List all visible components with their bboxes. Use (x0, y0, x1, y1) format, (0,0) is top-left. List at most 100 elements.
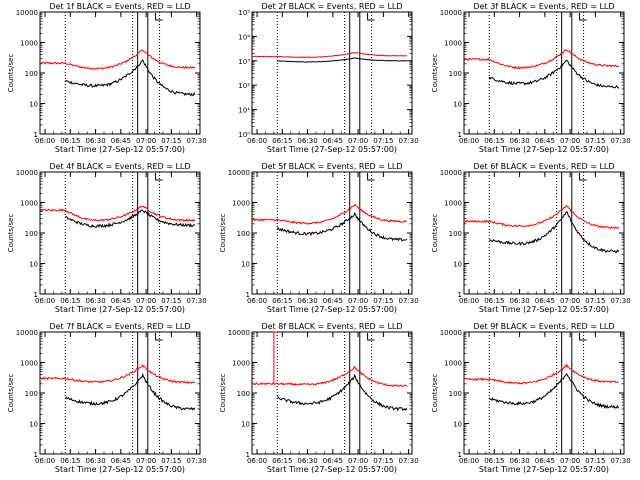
x-tick-label: 07:00 (136, 137, 156, 145)
x-axis-label: Start Time (27-Sep-12 05:57:00) (479, 145, 609, 154)
x-tick-label: 06:45 (535, 297, 555, 305)
lld-series-line (251, 52, 407, 58)
x-tick-label: 07:00 (136, 297, 156, 305)
x-tick-label: 06:15 (484, 137, 504, 145)
x-tick-label: 06:45 (535, 137, 555, 145)
y-tick-label: 1 (246, 291, 250, 299)
plot-frame (251, 171, 413, 295)
x-tick-label: 06:45 (111, 137, 131, 145)
events-series-line (277, 373, 408, 412)
x-tick-label: 06:45 (323, 457, 343, 465)
bracket-marker (367, 333, 375, 341)
y-tick-label: 10000 (16, 9, 38, 17)
y-tick-label: 1000 (20, 40, 38, 48)
plot-frame (463, 171, 625, 295)
x-tick-label: 06:00 (459, 297, 479, 305)
panel-det-5: Det 5f BLACK = Events, RED = LLD 1 10 100 10… (219, 162, 419, 314)
panel-det-4: Det 4f BLACK = Events, RED = LLD 1 10 100 10… (7, 162, 207, 314)
bracket-marker (155, 13, 163, 21)
x-tick-label: 06:45 (323, 297, 343, 305)
y-axis-label: Counts/sec (219, 374, 227, 413)
plot-frame (39, 11, 201, 135)
y-tick-label: 1 (458, 451, 462, 459)
y-tick-label: 10000 (440, 9, 462, 17)
x-tick-label: 07:30 (399, 137, 419, 145)
y-tick-label: 1 (458, 131, 462, 139)
bracket-marker (579, 333, 587, 341)
x-tick-label: 06:15 (484, 457, 504, 465)
lld-series-line (463, 204, 620, 230)
y-axis-label: Counts/sec (7, 214, 15, 253)
bracket-marker (579, 13, 587, 21)
x-tick-label: 06:00 (247, 457, 267, 465)
x-tick-label: 07:30 (187, 137, 207, 145)
x-tick-label: 06:30 (85, 297, 105, 305)
chart-title: Det 1f BLACK = Events, RED = LLD (49, 2, 190, 11)
x-axis-label: Start Time (27-Sep-12 05:57:00) (479, 305, 609, 314)
bracket-marker (579, 173, 587, 181)
events-series-line (65, 209, 196, 229)
x-tick-label: 06:30 (509, 457, 529, 465)
y-tick-label: 1 (458, 291, 462, 299)
lld-series-line (39, 205, 196, 223)
x-tick-label: 06:45 (323, 137, 343, 145)
y-axis-label: Counts/sec (431, 214, 439, 253)
y-tick-label: 10⁵ (238, 9, 250, 17)
y-tick-label: 1000 (20, 360, 38, 368)
panel-det-6: Det 6f BLACK = Events, RED = LLD 1 10 100 10… (431, 162, 631, 314)
lld-series-line (251, 365, 408, 388)
x-tick-label: 07:00 (348, 457, 368, 465)
x-tick-label: 06:00 (459, 457, 479, 465)
y-tick-label: 10³ (238, 58, 250, 66)
panel-det-3: Det 3f BLACK = Events, RED = LLD 1 10 100 10… (431, 2, 631, 154)
x-tick-label: 06:00 (247, 137, 267, 145)
y-tick-label: 10⁰ (238, 131, 250, 139)
x-tick-label: 06:00 (35, 137, 55, 145)
x-tick-label: 06:30 (509, 297, 529, 305)
x-tick-label: 06:00 (247, 297, 267, 305)
x-tick-label: 07:30 (611, 457, 631, 465)
chart-title: Det 7f BLACK = Events, RED = LLD (49, 322, 190, 331)
x-axis-label: Start Time (27-Sep-12 05:57:00) (55, 305, 185, 314)
y-tick-label: 10000 (440, 169, 462, 177)
panel-det-7: Det 7f BLACK = Events, RED = LLD 1 10 100 10… (7, 322, 207, 474)
bracket-marker (155, 173, 163, 181)
y-tick-label: 1 (34, 131, 38, 139)
x-tick-label: 07:00 (136, 457, 156, 465)
x-axis-label: Start Time (27-Sep-12 05:57:00) (55, 465, 185, 474)
x-tick-label: 07:15 (161, 457, 181, 465)
x-axis-label: Start Time (27-Sep-12 05:57:00) (267, 305, 397, 314)
x-tick-label: 07:00 (560, 297, 580, 305)
y-tick-label: 100 (449, 390, 462, 398)
chart-title: Det 8f BLACK = Events, RED = LLD (261, 322, 402, 331)
y-tick-label: 100 (237, 230, 250, 238)
y-tick-label: 10000 (440, 329, 462, 337)
y-tick-label: 10¹ (238, 107, 250, 115)
y-axis-label: Counts/sec (431, 374, 439, 413)
events-series-line (65, 58, 196, 97)
x-tick-label: 07:15 (161, 137, 181, 145)
x-tick-label: 06:30 (509, 137, 529, 145)
y-tick-label: 10000 (228, 169, 250, 177)
x-tick-label: 06:30 (85, 457, 105, 465)
x-tick-label: 06:15 (272, 137, 292, 145)
y-tick-label: 100 (25, 390, 38, 398)
x-tick-label: 06:30 (85, 137, 105, 145)
y-axis-label: Counts/sec (7, 54, 15, 93)
y-axis-label: Counts/sec (431, 54, 439, 93)
events-series-line (488, 59, 620, 89)
x-tick-label: 07:15 (585, 457, 605, 465)
events-series-line (276, 212, 408, 242)
y-tick-label: 1000 (232, 200, 250, 208)
plot-frame (251, 331, 413, 455)
x-axis-label: Start Time (27-Sep-12 05:57:00) (267, 465, 397, 474)
x-tick-label: 07:15 (373, 457, 393, 465)
y-tick-label: 1000 (232, 360, 250, 368)
y-tick-label: 1 (34, 451, 38, 459)
lld-series-line (251, 204, 407, 225)
y-tick-label: 1000 (444, 40, 462, 48)
y-tick-label: 1 (246, 451, 250, 459)
y-tick-label: 10 (241, 261, 250, 269)
chart-title: Det 9f BLACK = Events, RED = LLD (473, 322, 614, 331)
